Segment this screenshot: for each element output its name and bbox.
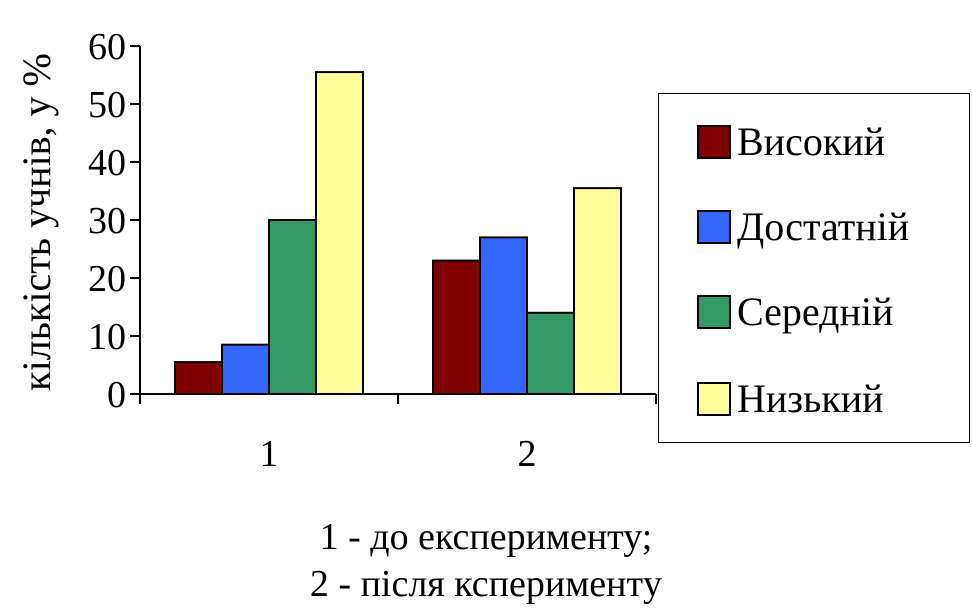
legend-swatch [697,295,731,329]
bar-1-category-1 [174,361,223,396]
y-tick-label: 40 [88,142,126,184]
legend-item: Середній [697,287,893,337]
legend-swatch [697,125,731,159]
bar-3-category-2 [526,311,575,395]
caption-line-1: 1 - до експерименту; [319,516,653,558]
caption-line-2: 2 - після кспериментy [309,563,663,605]
legend-item: Достатній [697,202,909,252]
bar-1-category-2 [432,259,481,395]
bar-3-category-1 [268,219,317,395]
bar-4-category-1 [315,71,364,395]
legend-item: Низький [697,374,884,424]
bars-group [174,71,622,396]
y-tick-label: 10 [88,316,126,358]
y-tick-label: 20 [88,258,126,300]
y-tick-label: 30 [88,200,126,242]
x-tick-label: 1 [260,433,279,475]
y-axis: 0 10 20 30 40 50 60 [88,26,141,416]
y-axis-title: кількість учнів, у % [14,53,59,391]
y-tick-label: 0 [107,374,126,416]
legend: Високий Достатній Середній Низький [658,93,970,443]
legend-label: Достатній [737,204,910,249]
legend-label: Середній [737,289,894,334]
legend-swatch [697,210,731,244]
legend-item: Високий [697,117,885,167]
bar-4-category-2 [573,187,622,395]
legend-label: Високий [737,119,886,164]
legend-label: Низький [737,376,884,421]
bar-2-category-1 [221,343,270,396]
x-tick-label: 2 [518,433,537,475]
bar-2-category-2 [479,236,528,395]
y-tick-label: 60 [88,26,126,68]
y-tick-label: 50 [88,84,126,126]
legend-swatch [697,382,731,416]
